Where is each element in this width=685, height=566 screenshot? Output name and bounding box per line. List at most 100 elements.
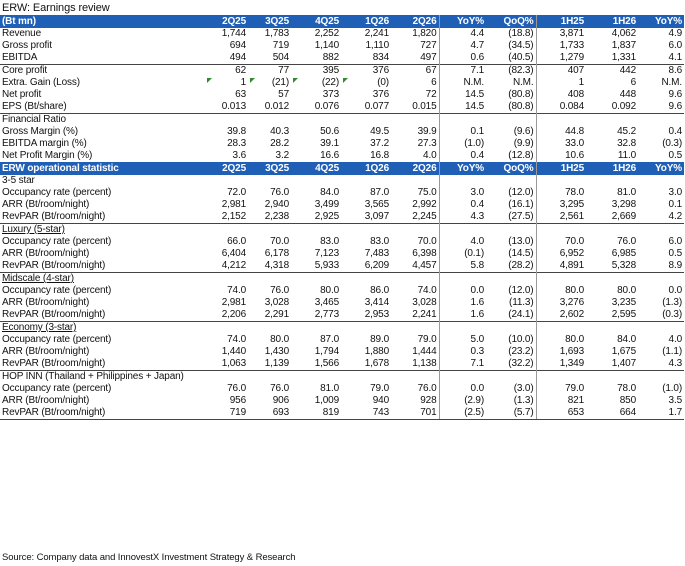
earnings-row-label: EPS (Bt/share): [0, 101, 205, 114]
cell-1: (21): [248, 77, 291, 89]
cell-9: N.M.: [661, 77, 682, 88]
cell-9: YoY%: [638, 162, 684, 175]
segment-row: Occupancy rate (percent) 72.0 76.0 84.0 87.0…: [0, 187, 684, 199]
cell-9: 1.7: [638, 407, 684, 420]
segment-row: RevPAR (Bt/room/night) 1,063 1,139 1,566 1,6…: [0, 358, 684, 371]
cell-4: [391, 113, 440, 126]
ratio-row-label: Net Profit Margin (%): [0, 150, 205, 162]
header-row-operational: ERW operational statistic 2Q25 3Q25 4Q25 1Q2…: [0, 162, 684, 175]
cell-9: (1.0): [662, 383, 682, 394]
cell-1: [248, 223, 291, 236]
cell-3: 2,953: [364, 309, 389, 320]
segment-row-label: RevPAR (Bt/room/night): [0, 260, 205, 273]
cell-5: YoY%: [439, 15, 486, 28]
cell-8: 78.0: [617, 383, 636, 394]
cell-1: [248, 370, 291, 383]
cell-3: 3,414: [364, 297, 389, 308]
cell-8: 45.2: [617, 126, 636, 137]
cell-1: 3Q25: [248, 162, 291, 175]
segment-row-label: ARR (Bt/room/night): [0, 395, 205, 407]
cell-8: 11.0: [617, 150, 636, 161]
cell-0: [205, 175, 248, 187]
cell-0: 74.0: [227, 285, 246, 296]
cell-6: (80.8): [486, 101, 537, 114]
cell-9: (0.3): [662, 138, 682, 149]
cell-4: 6,398: [391, 248, 440, 260]
earnings-row: Revenue 1,744 1,783 2,252 2,241 1,820 4.4 (18.8…: [0, 28, 684, 40]
cell-7: 3,276: [559, 297, 584, 308]
cell-9: [638, 370, 684, 383]
row-label-text: Net Profit Margin (%): [2, 150, 93, 161]
earnings-row: Net profit 63 57 373 376 72 14.5 (80.8) 408 448 9.…: [0, 89, 684, 101]
cell-9: 6.0: [668, 40, 683, 51]
cell-1: [248, 321, 291, 334]
cell-5: 14.5: [465, 101, 484, 112]
cell-1: 3,028: [264, 297, 289, 308]
cell-5: (2.5): [439, 407, 486, 420]
ratio-row: Gross Margin (%) 39.8 40.3 50.6 49.5 39.9 0.1(…: [0, 126, 684, 138]
cell-7: 1H25: [536, 15, 586, 28]
cell-5: 0.6: [470, 52, 485, 63]
cell-6: (82.3): [486, 64, 537, 77]
cell-9: 6.0: [668, 236, 683, 247]
cell-6: N.M.: [486, 77, 537, 89]
cell-8: [586, 370, 638, 383]
cell-6: [486, 321, 537, 334]
segment-row: ARR (Bt/room/night) 1,440 1,430 1,794 1,880 1…: [0, 346, 684, 358]
cell-9: [638, 321, 684, 334]
cell-3: 2,241: [364, 28, 389, 39]
cell-4: 74.0: [391, 285, 440, 297]
cell-5: [439, 272, 486, 285]
cell-3: [341, 321, 391, 334]
cell-4: 2Q26: [391, 15, 440, 28]
cell-0: 74.0: [227, 334, 246, 345]
row-label-text: Occupancy rate (percent): [2, 383, 112, 394]
cell-2: [291, 223, 341, 236]
cell-7: 44.8: [565, 126, 584, 137]
segment-row-label: ARR (Bt/room/night): [0, 346, 205, 358]
cell-6: [486, 370, 537, 383]
segment-row: RevPAR (Bt/room/night) 2,206 2,291 2,773 2,9…: [0, 309, 684, 322]
cell-7: 2,602: [559, 309, 584, 320]
cell-9: [638, 272, 684, 285]
cell-2: 0.076: [314, 101, 339, 112]
cell-8: 32.8: [617, 138, 636, 149]
segment-title: Economy (3-star): [0, 321, 684, 334]
cell-6: (12.0): [486, 187, 537, 199]
cell-1: 2,238: [264, 211, 289, 222]
cell-3: 87.0: [370, 187, 389, 198]
cell-4: 1,444: [391, 346, 440, 358]
cell-6: (10.0): [486, 334, 537, 346]
cell-6: [486, 113, 537, 126]
segment-row-label: Occupancy rate (percent): [0, 187, 205, 199]
row-label-text: Extra. Gain (Loss): [2, 77, 80, 88]
cell-3: 376: [372, 89, 389, 100]
segment-title-label: Economy (3-star): [0, 321, 205, 334]
cell-3: 0.077: [364, 101, 389, 112]
cell-5: 0.4: [470, 150, 485, 161]
cell-7: 653: [536, 407, 586, 420]
cell-1: 76.0: [270, 187, 289, 198]
cell-7: 78.0: [565, 187, 584, 198]
cell-3: 79.0: [370, 383, 389, 394]
cell-4: 1,138: [391, 358, 440, 371]
cell-3: 1,678: [364, 358, 389, 369]
cell-5: 0.4: [470, 199, 485, 210]
cell-4: 1,820: [391, 28, 440, 40]
earnings-row: Core profit 62 77 395 376 67 7.1 (82.3) 407 442 8.…: [0, 64, 684, 77]
cell-1: 70.0: [270, 236, 289, 247]
cell-7: 33.0: [565, 138, 584, 149]
cell-2: 395: [291, 64, 341, 77]
cell-2: 84.0: [320, 187, 339, 198]
segment-title: HOP INN (Thailand + Philippines + Japan): [0, 370, 684, 383]
segment-row: ARR (Bt/room/night) 2,981 2,940 3,499 3,565 2…: [0, 199, 684, 211]
cell-9: (1.1): [662, 346, 682, 357]
cell-3: 834: [372, 52, 389, 63]
cell-2: 4Q25: [291, 15, 341, 28]
cell-6: (9.9): [486, 138, 537, 150]
row-label-text: ARR (Bt/room/night): [2, 346, 90, 357]
earnings-row-label: Core profit: [0, 64, 205, 77]
segment-title-label: HOP INN (Thailand + Philippines + Japan): [0, 370, 205, 383]
cell-4: [391, 223, 440, 236]
cell-0: 2,206: [221, 309, 246, 320]
